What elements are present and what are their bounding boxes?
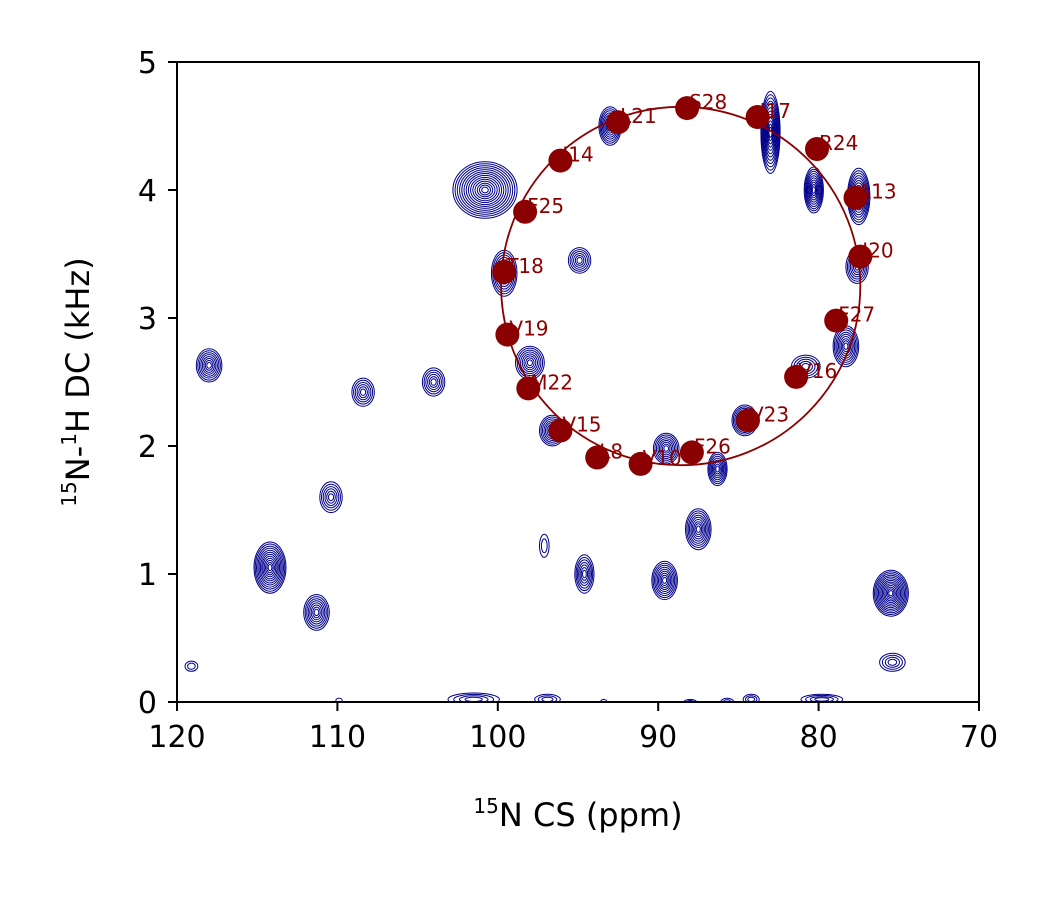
y-tick-label: 3 <box>138 302 157 337</box>
contour-peak <box>720 697 735 702</box>
peak-label: I14 <box>562 143 593 167</box>
peak-point <box>628 451 653 476</box>
peak-label: V19 <box>509 317 548 341</box>
peak-point <box>585 445 610 470</box>
peak-label: I17 <box>760 99 791 123</box>
contour-peak <box>253 541 287 594</box>
peak-point <box>824 308 849 333</box>
peak-label: R24 <box>819 131 858 155</box>
plot-frame <box>176 61 980 703</box>
peak-point <box>736 408 760 433</box>
contour-peak <box>574 554 595 594</box>
peak-point <box>784 364 809 389</box>
peak-label: I20 <box>862 239 893 263</box>
x-axis: 120 110 100 90 80 70 <box>148 702 998 755</box>
contour-peak <box>832 325 860 368</box>
peak-point <box>495 322 520 347</box>
contour-peak <box>652 432 680 465</box>
peak-label: T18 <box>505 254 544 278</box>
peak-label: L21 <box>620 104 657 128</box>
peak-label: F26 <box>694 434 731 458</box>
peak-point <box>606 110 631 135</box>
y-axis-label-end: H DC (kHz) <box>59 257 97 433</box>
x-tick-label: 120 <box>148 720 205 755</box>
contour-peak <box>683 698 698 702</box>
points-layer <box>492 96 873 476</box>
peak-label: V15 <box>562 413 601 437</box>
y-axis-label-sup2: 1 <box>57 433 81 446</box>
contour-peak <box>351 377 375 407</box>
contour-peak <box>651 560 678 601</box>
contour-peak <box>421 367 446 397</box>
contour-peak <box>872 569 909 617</box>
peak-label: V16 <box>798 359 837 383</box>
contour-peak <box>707 451 728 487</box>
x-tick-label: 110 <box>309 720 366 755</box>
contour-peak <box>600 698 608 702</box>
x-axis-label-sup: 15 <box>473 794 498 818</box>
peak-point <box>848 244 873 269</box>
peak-point <box>675 96 700 121</box>
x-tick-label: 90 <box>639 720 677 755</box>
peak-point <box>548 418 573 443</box>
peak-label: F27 <box>838 303 875 327</box>
contour-peak <box>335 697 343 702</box>
contour-peak <box>447 692 500 702</box>
contour-peak <box>685 508 712 551</box>
peak-point <box>492 259 517 284</box>
point-labels-layer: S28 I17 L21 R24 I14 A13 F25 I20 T18 F27 V19 V16 M22 V… <box>505 90 896 470</box>
contour-peak <box>760 90 781 174</box>
x-tick-label: 80 <box>800 720 838 755</box>
peak-label: A13 <box>858 180 897 204</box>
contour-layer <box>184 90 909 702</box>
contour-peak <box>452 161 518 219</box>
peak-point <box>679 440 704 465</box>
contour-peak <box>184 660 199 672</box>
peak-label: V10 <box>643 446 682 470</box>
peak-label: V23 <box>750 402 789 426</box>
peak-point <box>548 148 573 173</box>
peak-point <box>516 376 541 401</box>
x-tick-label: 70 <box>960 720 998 755</box>
peak-point <box>745 105 770 129</box>
peak-label: F25 <box>527 194 564 218</box>
x-tick-label: 100 <box>469 720 526 755</box>
y-tick-label: 4 <box>138 174 157 209</box>
contour-peak <box>539 533 550 558</box>
y-tick-label: 0 <box>138 686 157 721</box>
peak-point <box>805 137 829 161</box>
x-axis-label: 15N CS (ppm) <box>473 794 682 834</box>
y-axis: 0 1 2 3 4 5 <box>138 46 177 721</box>
y-axis-label-mid: N- <box>59 446 97 481</box>
y-axis-label-sup1: 15 <box>57 481 81 506</box>
contour-peak <box>303 594 330 631</box>
contour-peak <box>567 247 592 274</box>
peak-label: S28 <box>689 90 727 114</box>
contour-peak <box>803 166 824 214</box>
y-axis-label: 15N-1H DC (kHz) <box>57 257 97 506</box>
peak-label: L8 <box>599 440 623 464</box>
contour-peak <box>319 481 343 514</box>
y-tick-label: 2 <box>138 430 157 465</box>
y-tick-label: 1 <box>138 558 157 593</box>
contour-peak <box>195 348 223 383</box>
peak-point <box>513 199 538 224</box>
y-tick-label: 5 <box>138 46 157 81</box>
contour-peak <box>800 693 844 702</box>
peak-point <box>843 185 868 210</box>
peak-label: M22 <box>530 370 573 394</box>
contour-peak <box>879 652 906 672</box>
x-axis-label-text: N CS (ppm) <box>499 796 683 834</box>
